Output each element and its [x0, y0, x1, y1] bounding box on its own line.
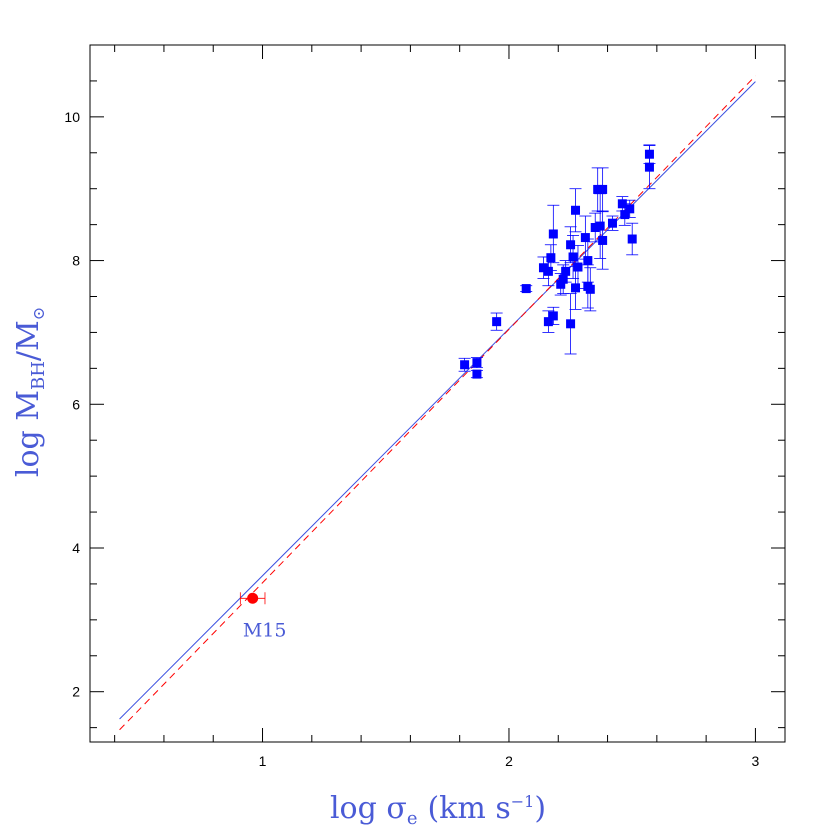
- data-point: [561, 266, 571, 276]
- data-point: [568, 252, 578, 262]
- x-axis-title: log σe (km s−1): [330, 791, 546, 829]
- data-point: [538, 263, 548, 273]
- data-point: [598, 184, 608, 194]
- y-tick-labels: 2 4 6 8 10: [64, 109, 80, 700]
- fit-lines: [119, 75, 756, 731]
- data-point: [521, 284, 531, 294]
- data-point: [566, 240, 576, 250]
- data-point: [472, 358, 482, 368]
- data-point: [543, 266, 553, 276]
- x-tick-labels: 1 2 3: [259, 753, 760, 769]
- y-tick-label: 8: [72, 253, 80, 269]
- data-point: [627, 234, 637, 244]
- data-points: [239, 144, 656, 605]
- axis-ticks: [90, 44, 785, 742]
- data-point: [607, 218, 617, 228]
- fit-line-dashed: [119, 75, 756, 731]
- data-point: [546, 253, 556, 263]
- y-axis-title: log MBH/M⊙: [11, 307, 49, 477]
- data-point: [580, 233, 590, 243]
- data-point: [460, 360, 470, 370]
- data-point: [620, 210, 630, 220]
- m15-annotation: M15: [243, 619, 287, 641]
- data-point: [585, 284, 595, 294]
- y-tick-label: 6: [72, 396, 80, 412]
- data-point: [556, 279, 566, 289]
- x-tick-label: 1: [259, 753, 267, 769]
- data-point: [548, 311, 558, 321]
- data-point: [472, 369, 482, 379]
- data-point: [595, 221, 605, 231]
- data-point: [590, 223, 600, 233]
- data-point: [492, 317, 502, 327]
- plot-frame: [89, 44, 786, 743]
- data-point: [566, 319, 576, 329]
- x-tick-label: 3: [752, 753, 760, 769]
- data-point: [571, 205, 581, 215]
- data-point: [543, 317, 553, 327]
- data-point: [571, 283, 581, 293]
- data-point: [573, 262, 583, 272]
- data-point: [558, 274, 568, 284]
- x-tick-label: 2: [505, 753, 513, 769]
- data-point: [548, 229, 558, 239]
- y-tick-label: 2: [72, 684, 80, 700]
- data-point: [644, 162, 654, 172]
- fit-line-solid: [119, 81, 756, 720]
- data-point: [625, 204, 635, 214]
- data-point-m15: [247, 592, 259, 604]
- data-point: [593, 184, 603, 194]
- data-point: [598, 235, 608, 245]
- data-point: [583, 256, 593, 266]
- y-tick-label: 10: [64, 109, 80, 125]
- y-tick-label: 4: [72, 540, 80, 556]
